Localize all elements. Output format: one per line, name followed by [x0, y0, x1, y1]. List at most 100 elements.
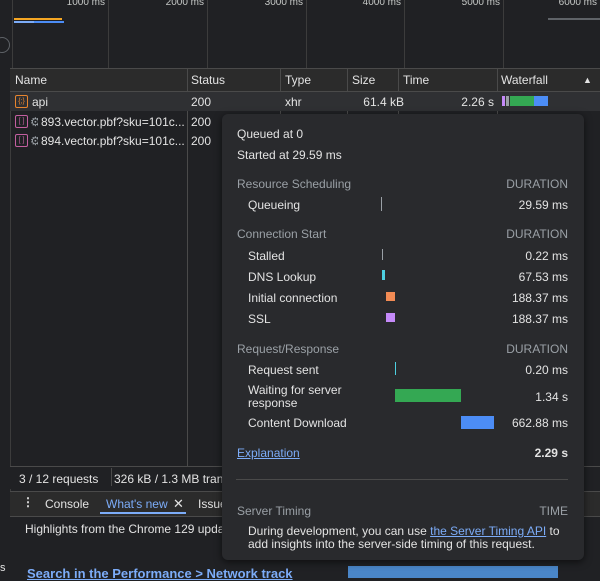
- timing-tooltip: Queued at 0 Started at 29.59 ms Resource…: [222, 114, 584, 560]
- queueing-label: Queueing: [248, 198, 301, 212]
- duration-header: DURATION: [506, 342, 568, 356]
- section-resource-scheduling: Resource Scheduling: [237, 177, 352, 191]
- table-header: Name Status Type Size Time Waterfall: [10, 68, 600, 92]
- tooltip-divider: [236, 479, 568, 480]
- tab-whats-new[interactable]: What's new: [106, 497, 168, 511]
- tab-console[interactable]: Console: [45, 497, 90, 511]
- document-icon: [ ]: [15, 115, 28, 128]
- duration-header: DURATION: [506, 227, 568, 241]
- content-download-label: Content Download: [248, 416, 347, 430]
- overview-tick-label: 5000 ms: [461, 0, 500, 8]
- overview-tick-label: 1000 ms: [66, 0, 105, 8]
- waterfall-ssl-segment: [502, 96, 505, 106]
- network-overview[interactable]: 1000 ms 2000 ms 3000 ms 4000 ms 5000 ms …: [0, 0, 600, 68]
- row-name: 894.vector.pbf?sku=101c...: [41, 134, 185, 148]
- column-header-time[interactable]: Time: [403, 73, 430, 87]
- divider: [111, 468, 112, 486]
- gear-icon: ⚙: [30, 115, 38, 129]
- server-timing-text-line2: add insights into the server-side timing…: [248, 537, 535, 551]
- highlights-heading: Highlights from the Chrome 129 updat: [25, 522, 228, 536]
- row-size: 61.4 kB: [363, 95, 404, 109]
- column-divider: [187, 68, 188, 466]
- drawer-menu-icon[interactable]: ⋮: [22, 495, 34, 509]
- column-divider: [280, 68, 281, 114]
- waterfall-wait-segment: [506, 96, 509, 106]
- xhr-icon: {;}: [15, 95, 28, 108]
- waiting-label-line2: response: [248, 396, 298, 410]
- content-download-bar: [461, 416, 494, 429]
- overview-tick-label: 6000 ms: [558, 0, 597, 8]
- ssl-bar: [386, 313, 395, 322]
- overview-mini-bar: [14, 21, 34, 23]
- waiting-bar: [395, 389, 461, 402]
- initial-connection-bar: [386, 292, 395, 301]
- row-status: 200: [191, 115, 212, 129]
- overview-gridline: [207, 0, 208, 68]
- table-row[interactable]: [ ] ⚙ 894.vector.pbf?sku=101c... 200: [10, 131, 600, 150]
- gear-icon: ⚙: [30, 134, 38, 148]
- server-timing-api-link[interactable]: the Server Timing API: [430, 524, 547, 538]
- document-icon: [ ]: [15, 134, 28, 147]
- close-tab-icon[interactable]: ✕: [173, 496, 184, 511]
- row-type: xhr: [285, 95, 302, 109]
- column-header-type[interactable]: Type: [285, 73, 312, 87]
- row-name: api: [32, 95, 49, 109]
- overview-gridline: [108, 0, 109, 68]
- column-header-status[interactable]: Status: [191, 73, 226, 87]
- overview-gridline: [404, 0, 405, 68]
- table-row[interactable]: [ ] ⚙ 893.vector.pbf?sku=101c... 200: [10, 112, 600, 131]
- section-connection-start: Connection Start: [237, 227, 327, 241]
- waiting-value: 1.34 s: [535, 390, 568, 404]
- explanation-link[interactable]: Explanation: [237, 446, 300, 460]
- column-divider: [398, 68, 399, 114]
- active-tab-indicator: [100, 512, 186, 514]
- overview-tick-label: 2000 ms: [165, 0, 204, 8]
- left-gutter: [0, 68, 11, 574]
- server-timing-text: During development, you can use the Serv…: [248, 524, 560, 538]
- ssl-value: 188.37 ms: [511, 312, 568, 326]
- content-download-value: 662.88 ms: [511, 416, 568, 430]
- edge-glyph: s: [0, 562, 6, 574]
- row-status: 200: [191, 134, 212, 148]
- dns-label: DNS Lookup: [248, 270, 317, 284]
- column-header-waterfall[interactable]: Waterfall: [501, 73, 548, 87]
- table-row[interactable]: {;} api 200 xhr 61.4 kB 2.26 s: [10, 92, 600, 111]
- overview-left-edge: [0, 0, 13, 68]
- initial-connection-value: 188.37 ms: [511, 291, 568, 305]
- server-timing-text-part: to: [546, 524, 560, 538]
- column-header-name[interactable]: Name: [15, 73, 48, 87]
- waterfall-download-segment: [534, 96, 548, 106]
- row-time: 2.26 s: [461, 95, 494, 109]
- request-count: 3 / 12 requests: [19, 472, 99, 486]
- column-header-size[interactable]: Size: [352, 73, 376, 87]
- queueing-bar: [381, 197, 382, 211]
- queueing-value: 29.59 ms: [518, 198, 568, 212]
- request-sent-value: 0.20 ms: [525, 363, 568, 377]
- time-header: TIME: [539, 504, 568, 518]
- duration-header: DURATION: [506, 177, 568, 191]
- total-duration: 2.29 s: [534, 446, 568, 460]
- stalled-value: 0.22 ms: [525, 249, 568, 263]
- started-at: Started at 29.59 ms: [237, 148, 342, 162]
- sort-ascending-icon[interactable]: ▲: [583, 75, 592, 85]
- section-request-response: Request/Response: [237, 342, 340, 356]
- promo-thumbnail[interactable]: [348, 566, 558, 578]
- column-divider: [347, 68, 348, 114]
- row-name: 893.vector.pbf?sku=101c...: [41, 115, 185, 129]
- overview-mini-bar: [548, 18, 600, 20]
- queued-at: Queued at 0: [237, 127, 304, 141]
- initial-connection-label: Initial connection: [248, 291, 338, 305]
- overview-gridline: [306, 0, 307, 68]
- request-sent-bar: [395, 362, 396, 375]
- section-server-timing: Server Timing: [237, 504, 312, 518]
- stalled-label: Stalled: [248, 249, 285, 263]
- stalled-bar: [382, 249, 383, 260]
- overview-tick-label: 3000 ms: [264, 0, 303, 8]
- ssl-label: SSL: [248, 312, 271, 326]
- row-status: 200: [191, 95, 212, 109]
- overview-tick-label: 4000 ms: [362, 0, 401, 8]
- column-divider: [497, 68, 498, 114]
- tab-issues[interactable]: Issue: [198, 497, 227, 511]
- waterfall-waiting-segment: [510, 96, 534, 106]
- transferred-size: 326 kB / 1.3 MB trans: [114, 472, 230, 486]
